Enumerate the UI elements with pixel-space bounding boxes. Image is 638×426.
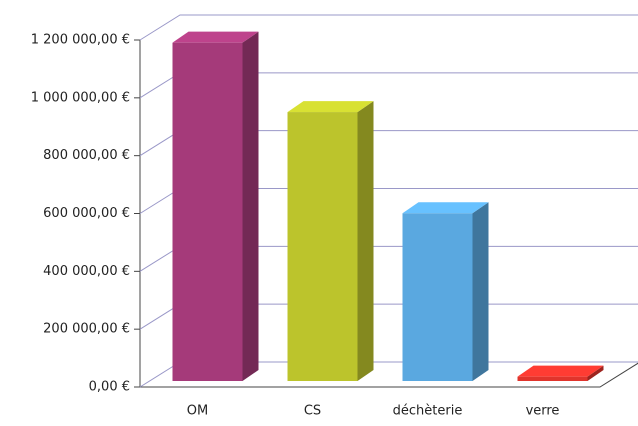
bar-side [242,31,259,382]
y-tick-label: 0,00 € [89,380,130,395]
bar-side [472,202,489,381]
y-tick-label: 1 000 000,00 € [31,90,130,105]
bar [517,376,588,381]
x-tick-label: verre [526,404,560,419]
bar-top [172,31,259,43]
x-tick-label: CS [304,404,321,419]
bar-side [587,365,604,381]
y-tick-label: 1 200 000,00 € [31,33,130,48]
bar [287,112,358,381]
y-tick-label: 400 000,00 € [43,264,130,279]
y-tick-label: 800 000,00 € [43,148,130,163]
bar [172,42,243,382]
x-tick-label: OM [187,404,208,419]
bar-side [357,101,374,381]
grid-line [139,14,638,41]
bar-top [287,101,374,113]
bar-top [517,365,604,377]
y-tick-label: 600 000,00 € [43,206,130,221]
x-tick-label: déchèterie [393,404,463,419]
y-tick-label: 200 000,00 € [43,322,130,337]
bar-top [402,202,489,214]
bar [402,213,473,381]
